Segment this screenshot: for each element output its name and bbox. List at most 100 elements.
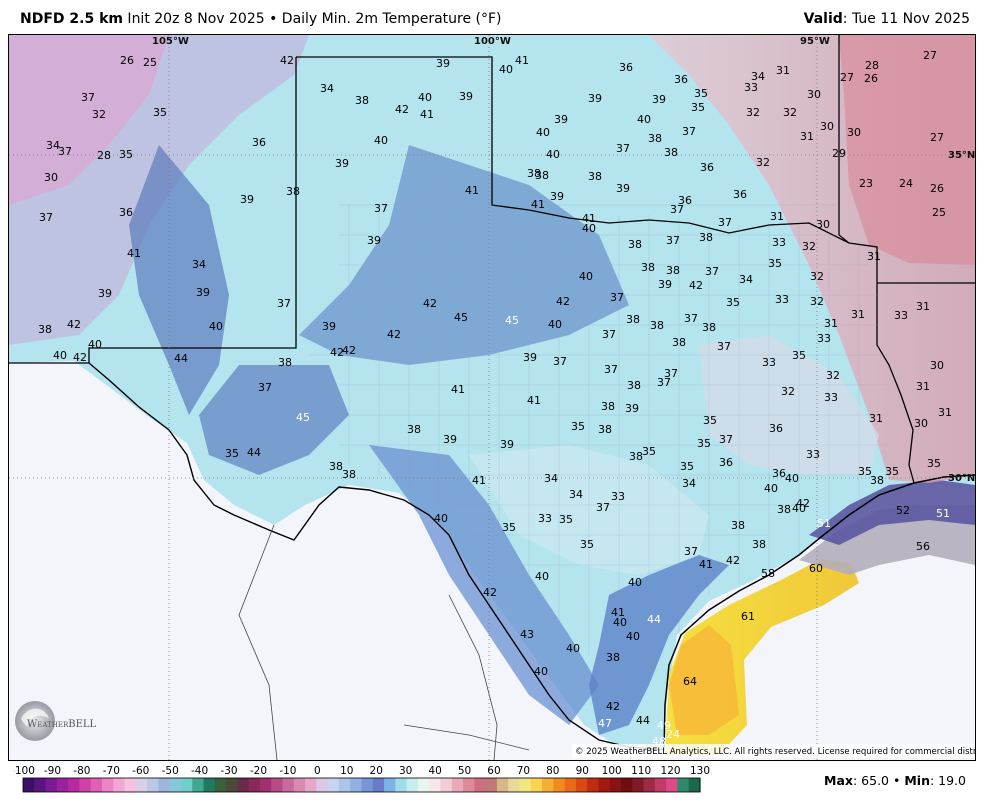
legend-swatch <box>395 778 408 792</box>
temperature-value: 60 <box>809 562 823 575</box>
temperature-value: 27 <box>923 49 937 62</box>
temperature-value: 33 <box>806 448 820 461</box>
mexico-region <box>9 361 661 760</box>
legend-swatch <box>474 778 487 792</box>
temperature-value: 35 <box>225 447 239 460</box>
legend-tick-label: 110 <box>631 765 651 777</box>
legend-swatch <box>113 778 126 792</box>
legend-tick-label: 0 <box>314 765 321 777</box>
temperature-value: 44 <box>174 352 188 365</box>
legend-tick-label: 100 <box>602 765 622 777</box>
legend-swatch <box>169 778 182 792</box>
temperature-value: 37 <box>81 91 95 104</box>
temperature-value: 38 <box>641 261 655 274</box>
legend-swatch <box>124 778 137 792</box>
temperature-value: 35 <box>927 457 941 470</box>
temperature-value: 41 <box>527 394 541 407</box>
legend-swatch <box>158 778 171 792</box>
legend-tick-label: 50 <box>458 765 471 777</box>
temperature-value: 37 <box>610 291 624 304</box>
temperature-value: 37 <box>670 203 684 216</box>
logo-swirl-icon <box>15 701 55 741</box>
temperature-value: 32 <box>756 156 770 169</box>
temperature-value: 37 <box>717 340 731 353</box>
temperature-value: 33 <box>762 356 776 369</box>
east-texas-region <box>699 335 879 475</box>
legend-swatch <box>45 778 58 792</box>
temperature-value: 39 <box>658 278 672 291</box>
legend-swatch <box>90 778 103 792</box>
temperature-value: 30 <box>847 126 861 139</box>
legend-swatch <box>688 778 701 792</box>
mexico-state-border <box>238 524 278 760</box>
legend-tick-label: -30 <box>220 765 237 777</box>
arkansas-cold-region <box>839 35 975 265</box>
temperature-value: 45 <box>296 411 310 424</box>
temperature-value: 39 <box>554 113 568 126</box>
texas-north-east-border <box>296 56 915 484</box>
panhandle-cool-band <box>299 145 629 365</box>
temperature-value: 40 <box>53 349 67 362</box>
legend-tick-label: 30 <box>399 765 412 777</box>
temperature-value: 32 <box>781 385 795 398</box>
legend-swatch <box>180 778 193 792</box>
legend-swatch <box>34 778 47 792</box>
temperature-value: 33 <box>744 81 758 94</box>
temperature-value: 34 <box>739 273 753 286</box>
temperature-value: 30 <box>44 171 58 184</box>
temperature-value: 39 <box>523 351 537 364</box>
legend-swatch <box>237 778 250 792</box>
temperature-value: 37 <box>616 142 630 155</box>
temperature-value: 38 <box>588 170 602 183</box>
legend-swatch <box>23 778 35 792</box>
temperature-value: 51 <box>936 507 950 520</box>
temperature-value: 44 <box>647 613 661 626</box>
temperature-value: 32 <box>826 369 840 382</box>
model-name: NDFD 2.5 km <box>20 11 123 27</box>
south-texas-band <box>369 445 599 725</box>
temperature-value: 33 <box>817 332 831 345</box>
legend-swatch <box>327 778 340 792</box>
temperature-value: 42 <box>606 700 620 713</box>
temperature-value: 42 <box>67 318 81 331</box>
temperature-value: 40 <box>88 338 102 351</box>
rio-grande-border <box>88 362 665 751</box>
temperature-value: 39 <box>240 193 254 206</box>
legend-swatch <box>530 778 543 792</box>
temperature-value: 35 <box>580 538 594 551</box>
legend-swatch <box>542 778 554 792</box>
temperature-value: 34 <box>192 258 206 271</box>
temperature-value: 42 <box>726 554 740 567</box>
temperature-value: 38 <box>702 321 716 334</box>
legend-ticks: -100-90-80-70-60-50-40-30-20-10010203040… <box>14 765 710 777</box>
temperature-value: 36 <box>769 422 783 435</box>
temperature-value: 25 <box>932 206 946 219</box>
legend-swatch <box>553 778 566 792</box>
temperature-value: 40 <box>434 512 448 525</box>
temperature-value: 44 <box>247 446 261 459</box>
temperature-value: 37 <box>718 216 732 229</box>
temperature-value: 35 <box>768 257 782 270</box>
temperature-value: 40 <box>579 270 593 283</box>
temperature-value: 40 <box>785 472 799 485</box>
rockies-cold-core <box>9 35 169 205</box>
temperature-value: 38 <box>870 474 884 487</box>
temperature-value: 41 <box>127 247 141 260</box>
temperature-value: 58 <box>761 567 775 580</box>
legend-swatch <box>621 778 633 792</box>
mexico-state-border <box>403 724 530 751</box>
temperature-value: 39 <box>550 190 564 203</box>
temperature-value: 47 <box>598 717 612 730</box>
legend-tick-label: 120 <box>661 765 681 777</box>
temperature-value: 37 <box>664 367 678 380</box>
temperature-value: 36 <box>733 188 747 201</box>
temperature-value: 42 <box>423 297 437 310</box>
legend-swatch <box>440 778 453 792</box>
temperature-value: 37 <box>39 211 53 224</box>
temperature-value: 38 <box>286 185 300 198</box>
temperature-value: 35 <box>153 106 167 119</box>
temperature-map[interactable]: 105°W 100°W 95°W 35°N 30°N 26 25 42 37 32 35 3… <box>8 34 976 761</box>
temperature-value: 38 <box>527 167 541 180</box>
legend-swatch <box>632 778 645 792</box>
temperature-value: 23 <box>859 177 873 190</box>
